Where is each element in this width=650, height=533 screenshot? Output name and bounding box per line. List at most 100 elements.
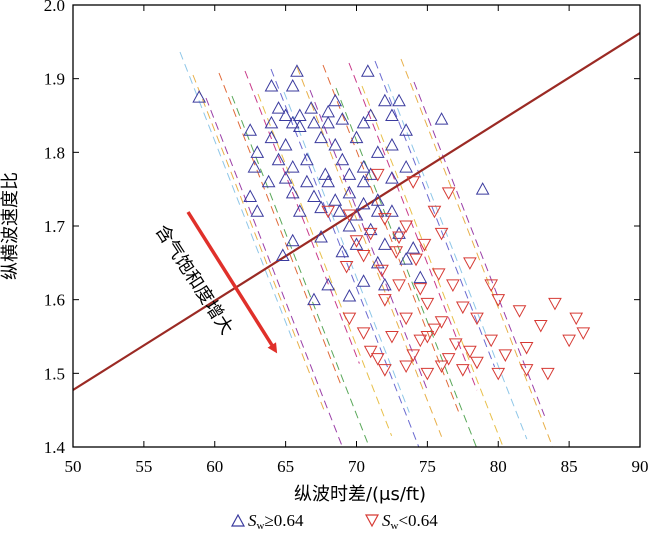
point-sw-high bbox=[349, 130, 364, 144]
point-sw-high bbox=[278, 108, 293, 121]
svg-text:Sw≥0.64: Sw≥0.64 bbox=[248, 511, 304, 532]
point-sw-low bbox=[533, 319, 548, 333]
point-sw-low bbox=[413, 334, 428, 348]
point-sw-low bbox=[491, 367, 506, 381]
point-sw-high bbox=[285, 185, 300, 199]
y-tick-label: 1.9 bbox=[44, 70, 65, 89]
saturation-annotation: 含气饱和度增大 bbox=[151, 221, 237, 338]
point-sw-high bbox=[271, 101, 286, 114]
legend: Sw≥0.64 Sw<0.64 bbox=[230, 511, 438, 532]
guide-line bbox=[218, 72, 343, 388]
point-sw-high bbox=[264, 130, 279, 144]
svg-text:Sw<0.64: Sw<0.64 bbox=[382, 511, 438, 532]
x-axis: 50 55 60 65 70 75 80 85 90 bbox=[65, 5, 649, 476]
guide-line bbox=[400, 58, 554, 447]
guide-line bbox=[309, 89, 428, 390]
point-sw-high bbox=[264, 115, 279, 129]
point-sw-high bbox=[275, 248, 290, 261]
point-sw-high bbox=[356, 115, 371, 129]
point-sw-low bbox=[434, 227, 449, 241]
point-sw-high bbox=[304, 101, 318, 114]
legend-label-main: S bbox=[248, 511, 257, 530]
point-sw-low bbox=[342, 209, 357, 222]
guide-line bbox=[413, 81, 545, 417]
point-sw-high bbox=[342, 185, 357, 199]
y-tick-label: 1.6 bbox=[44, 291, 65, 310]
point-sw-low bbox=[399, 312, 413, 326]
y-tick-label: 1.4 bbox=[44, 438, 66, 457]
point-sw-high bbox=[261, 174, 276, 188]
point-sw-high bbox=[370, 145, 385, 158]
x-tick-label: 75 bbox=[419, 457, 436, 476]
point-sw-low bbox=[548, 297, 562, 311]
point-sw-high bbox=[378, 93, 392, 107]
point-sw-high bbox=[250, 204, 265, 217]
point-sw-low bbox=[378, 213, 392, 226]
point-sw-high bbox=[321, 104, 335, 118]
point-sw-high bbox=[385, 137, 399, 151]
point-sw-low bbox=[363, 345, 378, 359]
point-sw-high bbox=[247, 160, 262, 173]
point-sw-high bbox=[475, 182, 490, 195]
legend-triangle-down-icon bbox=[364, 514, 380, 528]
point-sw-high bbox=[335, 152, 350, 166]
y-axis-label: 纵横波速度比 bbox=[0, 172, 21, 280]
point-sw-low bbox=[356, 327, 371, 340]
point-sw-low bbox=[406, 176, 421, 189]
point-sw-low bbox=[434, 316, 449, 329]
point-sw-high bbox=[243, 189, 258, 203]
guide-line bbox=[374, 60, 496, 368]
point-sw-high bbox=[332, 204, 347, 217]
point-sw-low bbox=[491, 294, 506, 307]
guide-line bbox=[192, 74, 325, 411]
point-sw-high bbox=[434, 112, 449, 125]
point-sw-low bbox=[349, 235, 364, 248]
point-sw-low bbox=[392, 231, 406, 245]
point-sw-low bbox=[448, 338, 463, 351]
point-sw-high bbox=[290, 64, 304, 77]
point-sw-high bbox=[356, 274, 371, 287]
point-sw-high bbox=[378, 277, 392, 291]
x-tick-label: 70 bbox=[348, 457, 365, 476]
point-sw-low bbox=[441, 187, 456, 200]
point-sw-high bbox=[356, 160, 371, 173]
guide-line bbox=[283, 91, 410, 413]
point-sw-high bbox=[356, 196, 371, 210]
point-sw-low bbox=[409, 253, 423, 267]
legend-item-sw-high: Sw≥0.64 bbox=[230, 511, 304, 532]
data-points bbox=[192, 64, 591, 381]
dashed-guide-lines bbox=[179, 51, 554, 447]
point-sw-low bbox=[406, 349, 421, 362]
point-sw-low bbox=[378, 294, 392, 307]
point-sw-low bbox=[420, 297, 435, 311]
point-sw-high bbox=[378, 237, 392, 250]
point-sw-high bbox=[292, 119, 307, 133]
saturation-arrow bbox=[186, 211, 278, 354]
point-sw-low bbox=[470, 356, 484, 370]
point-sw-low bbox=[378, 364, 392, 377]
point-sw-high bbox=[285, 78, 300, 92]
point-sw-low bbox=[463, 345, 477, 359]
point-sw-high bbox=[399, 252, 413, 265]
point-sw-high bbox=[318, 167, 333, 180]
point-sw-low bbox=[370, 353, 385, 366]
point-sw-high bbox=[363, 108, 378, 121]
point-sw-low bbox=[399, 360, 413, 374]
point-sw-high bbox=[300, 152, 314, 166]
point-sw-low bbox=[434, 360, 449, 374]
point-sw-high bbox=[385, 204, 399, 217]
point-sw-low bbox=[541, 367, 555, 381]
point-sw-low bbox=[427, 323, 442, 337]
point-sw-high bbox=[335, 112, 350, 125]
point-sw-low bbox=[375, 264, 389, 278]
x-tick-label: 60 bbox=[206, 457, 223, 476]
legend-item-sw-low: Sw<0.64 bbox=[364, 511, 438, 532]
point-sw-low bbox=[498, 349, 513, 362]
point-sw-low bbox=[413, 283, 428, 296]
point-sw-low bbox=[370, 168, 385, 182]
point-sw-low bbox=[463, 257, 477, 270]
point-sw-high bbox=[413, 270, 428, 284]
x-tick-label: 50 bbox=[65, 457, 82, 476]
point-sw-high bbox=[250, 145, 265, 158]
y-axis: 1.4 1.5 1.6 1.7 1.8 1.9 2.0 bbox=[44, 0, 640, 457]
